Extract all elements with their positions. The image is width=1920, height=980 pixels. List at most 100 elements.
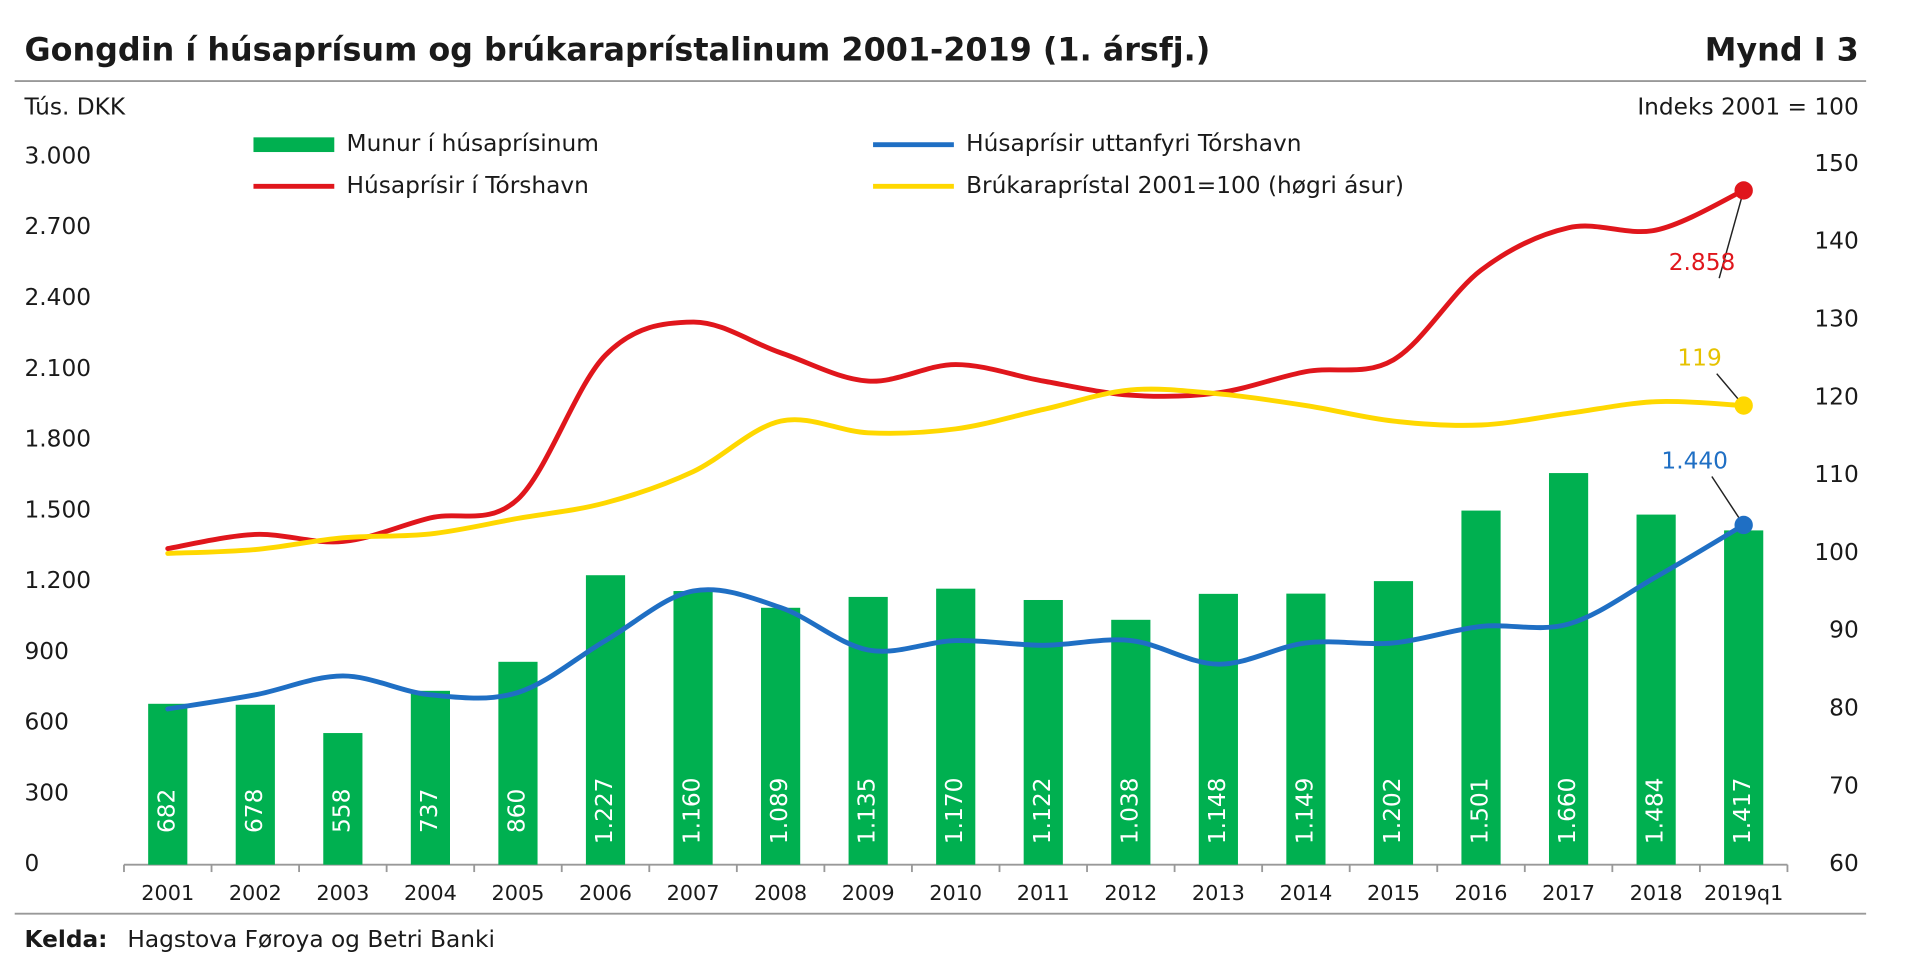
x-tick-label: 2012 <box>1104 881 1157 905</box>
legend-swatch <box>253 137 335 153</box>
bar <box>936 588 976 865</box>
bar-value-label: 1.202 <box>1379 778 1406 845</box>
bar <box>585 575 626 865</box>
point-value-label: 119 <box>1677 344 1721 371</box>
point-marker <box>1734 515 1753 535</box>
y-tick-label: 1.800 <box>24 426 91 453</box>
x-tick-label: 2004 <box>404 881 457 905</box>
leader-line <box>1711 476 1745 526</box>
y2-axis-label: Indeks 2001 = 100 <box>1637 93 1858 120</box>
bar <box>1548 473 1589 865</box>
x-tick-label: 2015 <box>1367 881 1420 905</box>
bar-value-label: 1.660 <box>1554 778 1581 845</box>
y2-tick-label: 130 <box>1814 305 1858 332</box>
y-tick-label: 3.000 <box>24 142 91 169</box>
y-tick-label: 0 <box>24 850 39 877</box>
x-tick-label: 2014 <box>1279 881 1332 905</box>
bar <box>1461 510 1501 865</box>
bar <box>410 690 450 865</box>
bar <box>848 596 888 865</box>
legend-label: Húsaprísir uttanfyri Tórshavn <box>966 130 1301 157</box>
legend-label: Brúkaraprístal 2001=100 (høgri ásur) <box>966 172 1404 199</box>
line <box>165 187 1747 552</box>
x-tick-label: 2011 <box>1017 881 1070 905</box>
bar-value-label: 1.089 <box>766 778 793 845</box>
x-tick-label: 2003 <box>316 881 369 905</box>
x-tick-label: 2008 <box>754 881 807 905</box>
bar-value-label: 1.038 <box>1116 778 1143 845</box>
x-tick-label: 2006 <box>579 881 632 905</box>
bar <box>673 591 713 865</box>
bar-value-label: 1.170 <box>941 778 968 845</box>
x-tick-label: 2013 <box>1192 881 1245 905</box>
chart-title: Gongdin í húsaprísum og brúkaraprístalin… <box>24 31 1210 69</box>
y2-tick-label: 90 <box>1829 617 1859 644</box>
bar <box>1111 619 1151 865</box>
x-tick-label: 2018 <box>1630 881 1683 905</box>
bar <box>235 704 275 865</box>
figure-label: Mynd I 3 <box>1705 31 1859 69</box>
line <box>165 522 1747 712</box>
bar-value-label: 1.148 <box>1204 778 1231 845</box>
y2-tick-label: 110 <box>1814 461 1858 488</box>
point-marker <box>1734 181 1753 200</box>
x-tick-label: 2005 <box>491 881 544 905</box>
y-tick-label: 2.700 <box>24 213 91 240</box>
bar-value-label: 1.501 <box>1467 778 1494 845</box>
bar-value-label: 737 <box>416 789 443 833</box>
x-tick-label: 2001 <box>141 881 194 905</box>
legend-label: Munur í húsaprísinum <box>347 130 599 157</box>
bar-value-label: 1.122 <box>1029 778 1056 845</box>
leader-line <box>1718 190 1745 279</box>
line <box>165 386 1747 556</box>
x-tick-label: 2002 <box>229 881 282 905</box>
bar-value-label: 1.417 <box>1729 778 1756 845</box>
y-tick-label: 300 <box>24 779 68 806</box>
x-tick-label: 2009 <box>842 881 895 905</box>
bar-value-label: 1.135 <box>854 778 881 845</box>
y-tick-label: 1.500 <box>24 496 91 523</box>
x-tick-label: 2019q1 <box>1704 881 1783 905</box>
bar <box>1724 530 1764 865</box>
y2-tick-label: 80 <box>1829 695 1859 722</box>
bar-value-label: 678 <box>241 789 268 833</box>
point-value-label: 1.440 <box>1661 447 1728 474</box>
bar <box>761 607 801 865</box>
bar <box>1636 514 1676 865</box>
bar-value-label: 558 <box>328 789 355 833</box>
y2-tick-label: 100 <box>1814 539 1858 566</box>
bar-value-label: 1.484 <box>1642 778 1669 845</box>
y-tick-label: 600 <box>24 709 68 736</box>
legend-label: Húsaprísir í Tórshavn <box>347 172 589 199</box>
bar <box>1286 593 1326 865</box>
y2-tick-label: 140 <box>1814 228 1858 255</box>
y-axis-label: Tús. DKK <box>23 93 125 120</box>
bar-value-label: 1.160 <box>679 778 706 845</box>
bar <box>323 733 363 865</box>
bar-value-label: 1.149 <box>1291 778 1318 845</box>
source-text: Hagstova Føroya og Betri Banki <box>127 926 495 953</box>
x-tick-label: 2007 <box>667 881 720 905</box>
x-tick-label: 2016 <box>1455 881 1508 905</box>
y-tick-label: 2.100 <box>24 355 91 382</box>
source-label: Kelda: <box>24 926 107 953</box>
bar <box>148 703 188 865</box>
y2-tick-label: 120 <box>1814 383 1858 410</box>
y2-tick-label: 60 <box>1829 850 1859 877</box>
point-value-label: 2.858 <box>1669 249 1736 276</box>
bar <box>1373 581 1414 865</box>
bar-value-label: 682 <box>153 789 180 833</box>
point-marker <box>1734 396 1753 415</box>
bar-value-label: 860 <box>503 789 530 833</box>
x-tick-label: 2017 <box>1542 881 1595 905</box>
y-tick-label: 1.200 <box>24 567 91 594</box>
y2-tick-label: 150 <box>1814 150 1858 177</box>
y-tick-label: 2.400 <box>24 284 91 311</box>
x-tick-label: 2010 <box>929 881 982 905</box>
y-tick-label: 900 <box>24 638 68 665</box>
bar-value-label: 1.227 <box>591 778 618 845</box>
y2-tick-label: 70 <box>1829 772 1859 799</box>
bar <box>1198 593 1238 865</box>
